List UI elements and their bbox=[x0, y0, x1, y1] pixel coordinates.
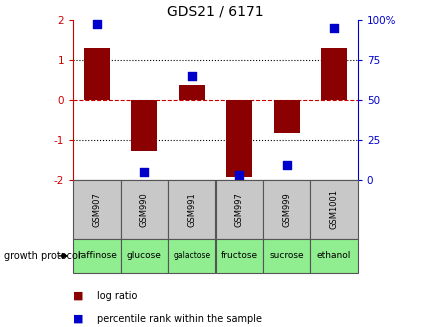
Bar bbox=[226, 100, 252, 177]
Point bbox=[283, 163, 289, 168]
Bar bbox=[131, 100, 157, 151]
Text: sucrose: sucrose bbox=[269, 251, 303, 260]
Title: GDS21 / 6171: GDS21 / 6171 bbox=[167, 5, 263, 18]
Text: ■: ■ bbox=[73, 314, 83, 324]
Text: raffinose: raffinose bbox=[77, 251, 117, 260]
Point bbox=[93, 22, 100, 27]
Bar bbox=[120, 180, 168, 239]
Bar bbox=[320, 48, 346, 100]
Bar bbox=[215, 239, 262, 273]
Bar bbox=[310, 239, 357, 273]
Text: GSM1001: GSM1001 bbox=[329, 189, 338, 229]
Bar bbox=[84, 48, 110, 100]
Bar bbox=[262, 239, 310, 273]
Bar bbox=[178, 84, 204, 100]
Text: glucose: glucose bbox=[127, 251, 161, 260]
Text: ethanol: ethanol bbox=[316, 251, 350, 260]
Point bbox=[188, 73, 195, 78]
Bar bbox=[273, 100, 299, 132]
Text: growth protocol: growth protocol bbox=[4, 251, 81, 261]
Text: GSM999: GSM999 bbox=[282, 192, 290, 227]
Bar bbox=[215, 180, 262, 239]
Text: ■: ■ bbox=[73, 291, 83, 301]
Bar bbox=[168, 239, 215, 273]
Text: galactose: galactose bbox=[173, 251, 210, 260]
Bar bbox=[73, 180, 120, 239]
Bar bbox=[120, 239, 168, 273]
Bar bbox=[262, 180, 310, 239]
Text: GSM997: GSM997 bbox=[234, 192, 243, 227]
Text: percentile rank within the sample: percentile rank within the sample bbox=[97, 314, 261, 324]
Text: GSM990: GSM990 bbox=[140, 192, 148, 227]
Bar bbox=[73, 239, 120, 273]
Point bbox=[235, 172, 242, 178]
Bar bbox=[310, 180, 357, 239]
Point bbox=[330, 25, 337, 30]
Text: GSM907: GSM907 bbox=[92, 192, 101, 227]
Text: fructose: fructose bbox=[220, 251, 257, 260]
Point bbox=[141, 169, 147, 175]
Text: log ratio: log ratio bbox=[97, 291, 137, 301]
Bar bbox=[168, 180, 215, 239]
Text: GSM991: GSM991 bbox=[187, 192, 196, 227]
